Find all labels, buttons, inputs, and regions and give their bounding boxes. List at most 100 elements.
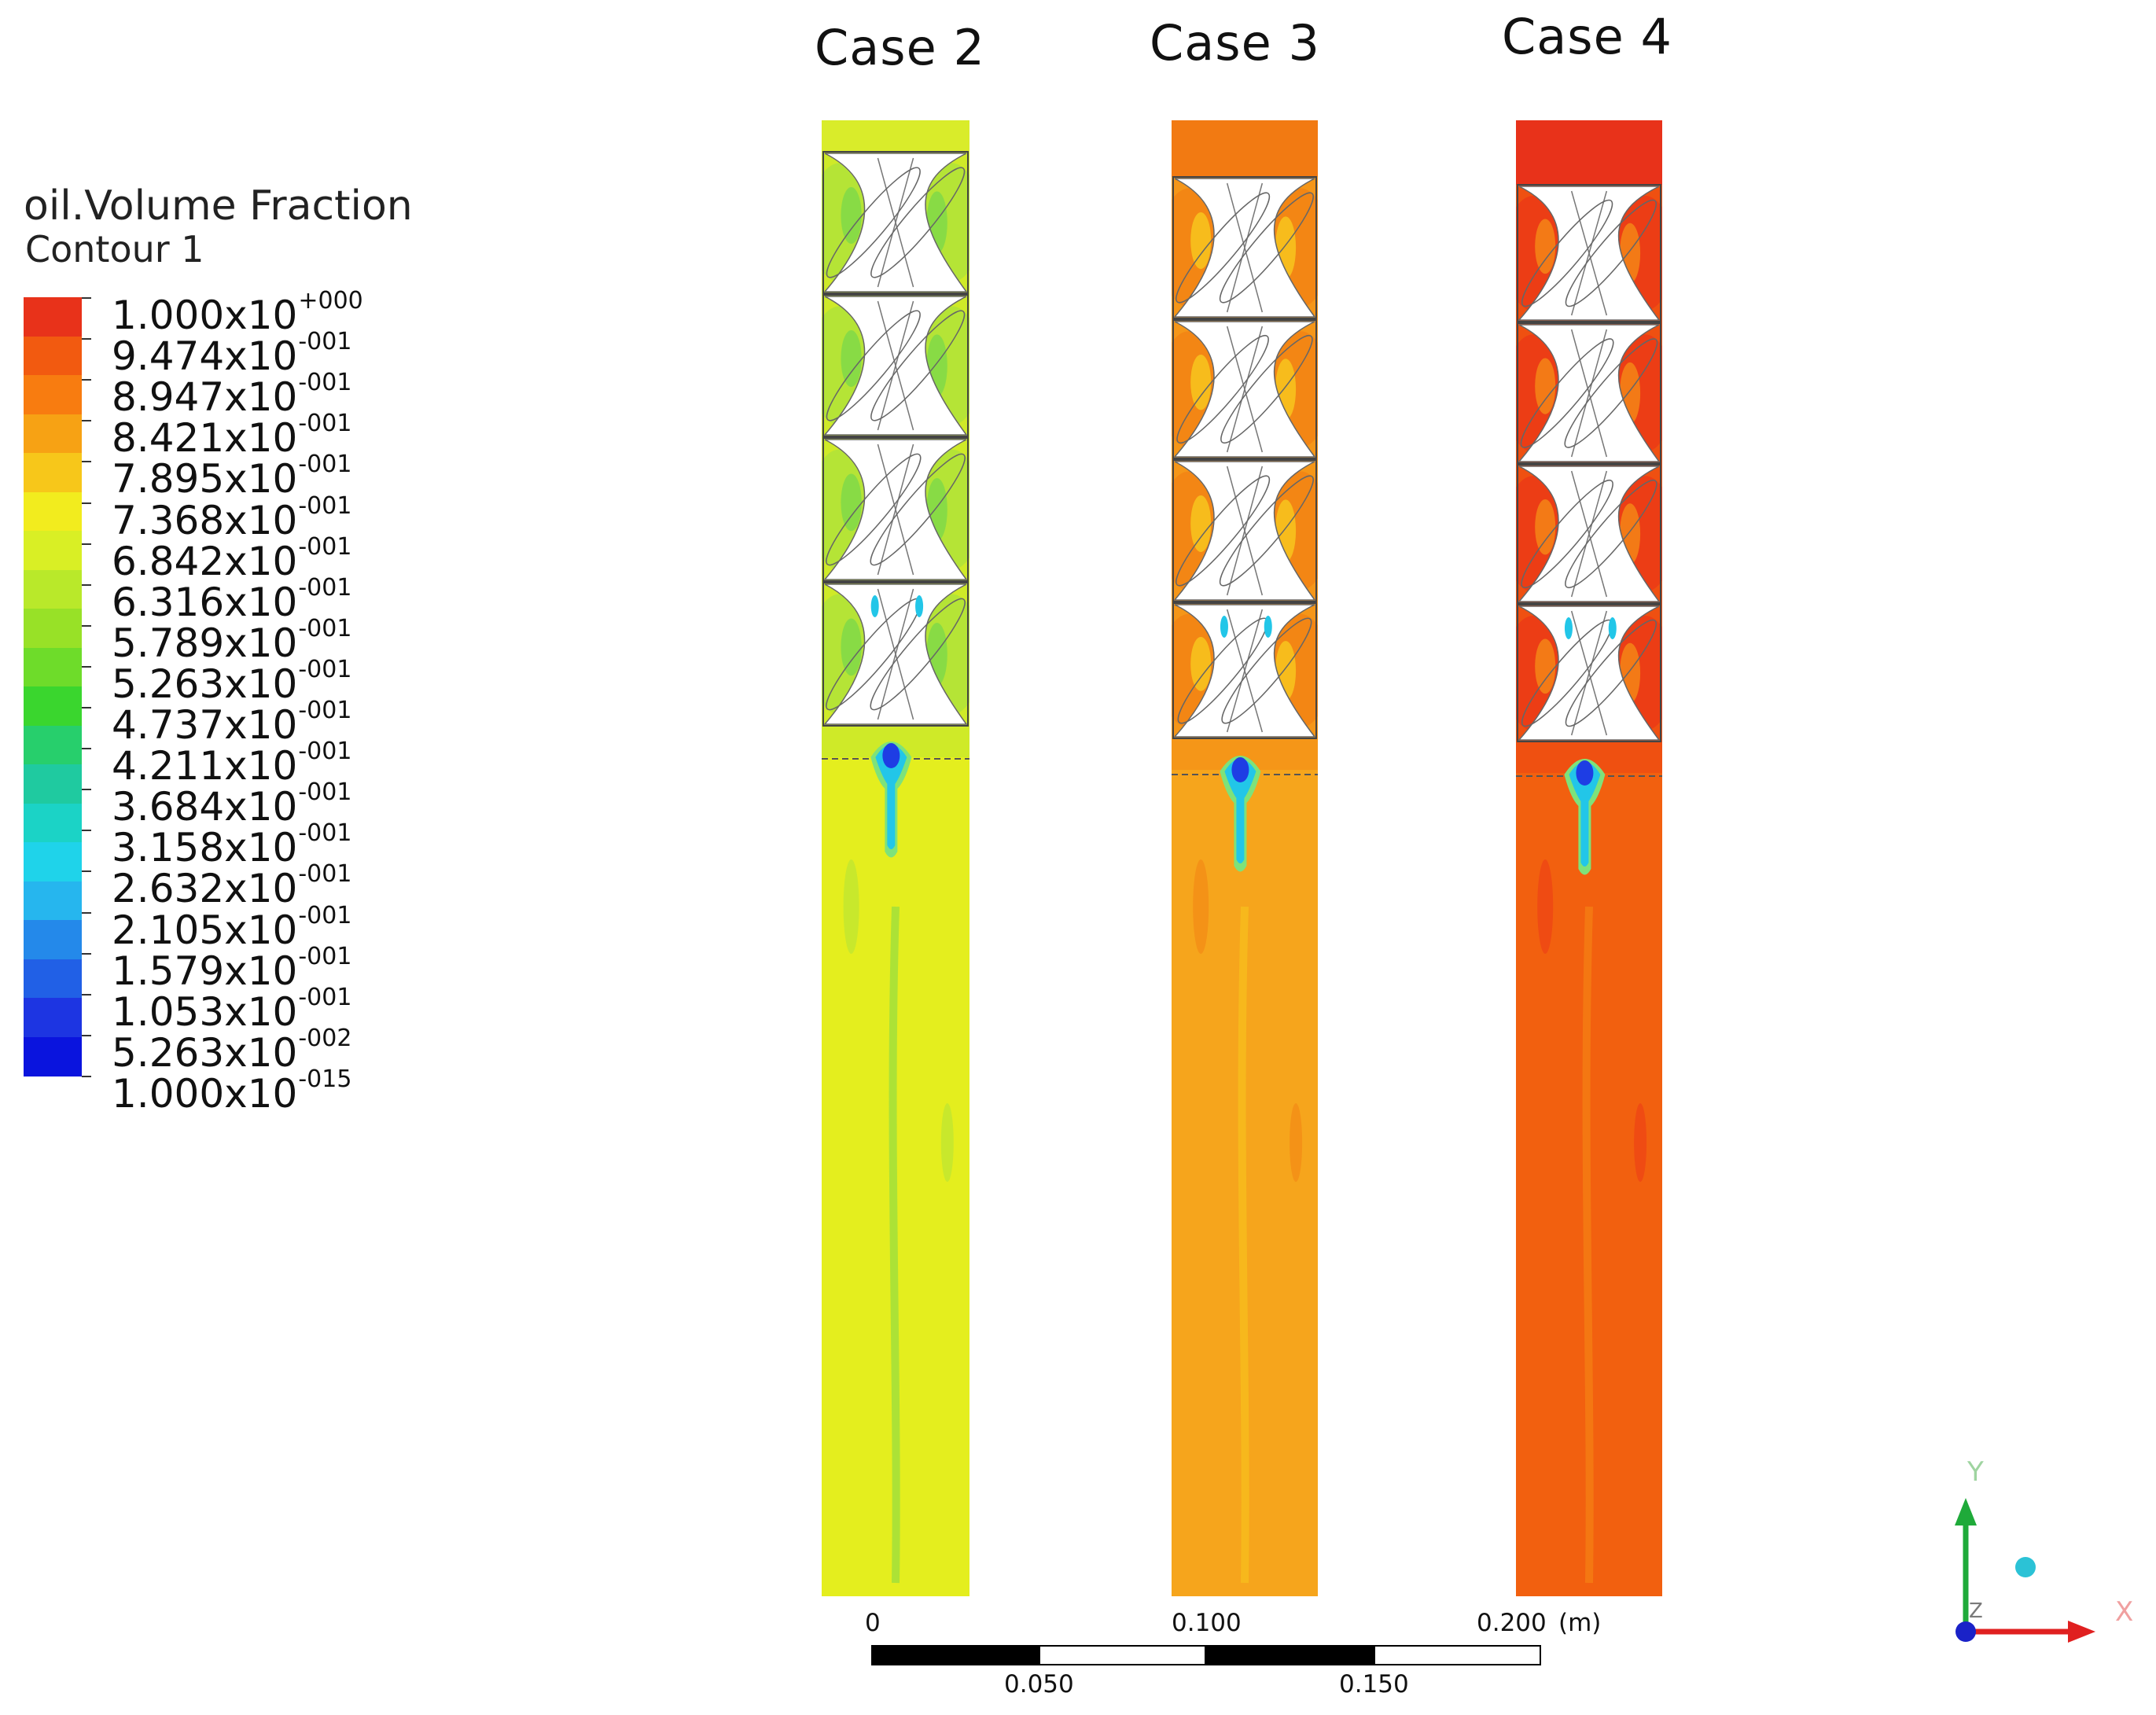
legend-swatch (24, 803, 82, 843)
jet-core (882, 743, 900, 768)
blade-ellipse (1564, 338, 1658, 448)
scale-segment (1374, 1645, 1541, 1665)
contour-svg (1172, 120, 1318, 1596)
legend-tick (82, 789, 91, 791)
legend-level-label: 3.158x10-001 (112, 819, 352, 871)
mixer-outline (1172, 319, 1317, 459)
mixer-accent-left (1190, 637, 1212, 691)
legend-tick (82, 543, 91, 545)
legend-level-label: 1.053x10-001 (112, 983, 352, 1035)
blade-ellipse (1219, 192, 1314, 304)
scale-label-top: 0.100 (1172, 1609, 1242, 1637)
center-streak (1582, 906, 1594, 1584)
left-patch (843, 859, 859, 954)
blade-line (1570, 329, 1608, 458)
jet-plume-mid (1224, 759, 1256, 863)
legend-level-label: 5.263x10-002 (112, 1024, 352, 1076)
legend-tick (82, 379, 91, 381)
mixer-element (1172, 602, 1318, 739)
legend-level-label: 5.789x10-001 (112, 614, 352, 666)
case-4-title: Case 4 (1502, 8, 1672, 65)
right-patch (1290, 1103, 1303, 1182)
small-jet-right (1264, 616, 1272, 638)
legend-swatch (24, 491, 82, 532)
legend-tick (82, 1034, 91, 1036)
legend-tick (82, 297, 91, 299)
legend-level-label: 1.000x10-015 (112, 1065, 352, 1117)
mixer-accent-left (841, 330, 862, 387)
small-jet-right (915, 595, 924, 617)
jet-core (1576, 760, 1594, 786)
contour-svg (822, 120, 969, 1596)
legend-swatch (24, 375, 82, 414)
mixer-outline (1517, 464, 1661, 604)
legend-level-label: 4.737x10-001 (112, 697, 352, 749)
legend-tick (82, 665, 91, 668)
legend-swatch (24, 609, 82, 648)
blade-ellipse (1565, 199, 1657, 307)
legend-subtitle: Contour 1 (25, 228, 204, 270)
mixer-element (822, 151, 969, 294)
contour-svg (1516, 120, 1662, 1596)
z-axis-dot (1955, 1621, 1976, 1642)
case-4-contour-panel (1516, 120, 1662, 1596)
jet-core (1231, 757, 1249, 782)
small-jet-right (1608, 617, 1617, 639)
mixer-element (1172, 459, 1318, 602)
right-patch (1634, 1103, 1647, 1182)
legend-tick (82, 830, 91, 832)
legend-swatch (24, 414, 82, 454)
blade-ellipse (826, 453, 922, 566)
mixer-accent-left (1190, 355, 1212, 410)
legend-tick (82, 993, 91, 996)
mixer-outline (1172, 602, 1317, 739)
mixer-outline (1517, 322, 1661, 464)
blade-ellipse (870, 453, 966, 566)
column-top-band (822, 120, 969, 152)
legend-swatch (24, 842, 82, 881)
legend-tick (82, 1076, 91, 1077)
left-patch (1537, 859, 1554, 954)
legend-swatch (24, 881, 82, 921)
mixer-element (1516, 604, 1662, 742)
legend-swatch (24, 647, 82, 687)
legend-level-label: 7.368x10-001 (112, 491, 352, 543)
legend-level-label: 7.895x10-001 (112, 451, 352, 502)
mixer-accent-left (841, 187, 862, 244)
mixer-outline (1172, 459, 1317, 602)
scale-unit: (m) (1558, 1609, 1602, 1637)
legend-level-label: 1.579x10-001 (112, 942, 352, 994)
scale-segment (1206, 1645, 1374, 1665)
legend-tick (82, 911, 91, 914)
legend-swatch (24, 1036, 82, 1076)
legend-level-label: 6.316x10-001 (112, 573, 352, 625)
legend-swatch (24, 998, 82, 1037)
y-axis-label: Y (1967, 1456, 1984, 1488)
blade-line (1226, 182, 1264, 313)
mixer-outline (822, 151, 969, 294)
legend-title: oil.Volume Fraction (24, 182, 413, 230)
mixer-accent-left (1190, 212, 1212, 269)
mixer-outline (1517, 184, 1661, 322)
blade-ellipse (1221, 617, 1312, 724)
blade-line (1570, 470, 1608, 598)
mixer-element (1516, 184, 1662, 322)
scale-segment (1039, 1645, 1206, 1665)
blade-line (877, 157, 914, 288)
y-axis-arrow (1955, 1498, 1977, 1525)
center-streak (1238, 906, 1249, 1584)
mixer-accent-left (1535, 358, 1556, 414)
legend-tick (82, 870, 91, 873)
legend-swatch (24, 920, 82, 959)
blade-line (877, 300, 914, 431)
legend-level-label: 2.632x10-001 (112, 860, 352, 912)
mixer-outline (1517, 604, 1661, 742)
legend-swatch (24, 725, 82, 765)
legend-tick (82, 461, 91, 463)
legend-tick (82, 502, 91, 504)
legend-tick (82, 748, 91, 750)
blade-line (1226, 326, 1264, 453)
mixer-element (1172, 176, 1318, 319)
blade-line (877, 588, 914, 720)
blade-line (1570, 190, 1608, 316)
